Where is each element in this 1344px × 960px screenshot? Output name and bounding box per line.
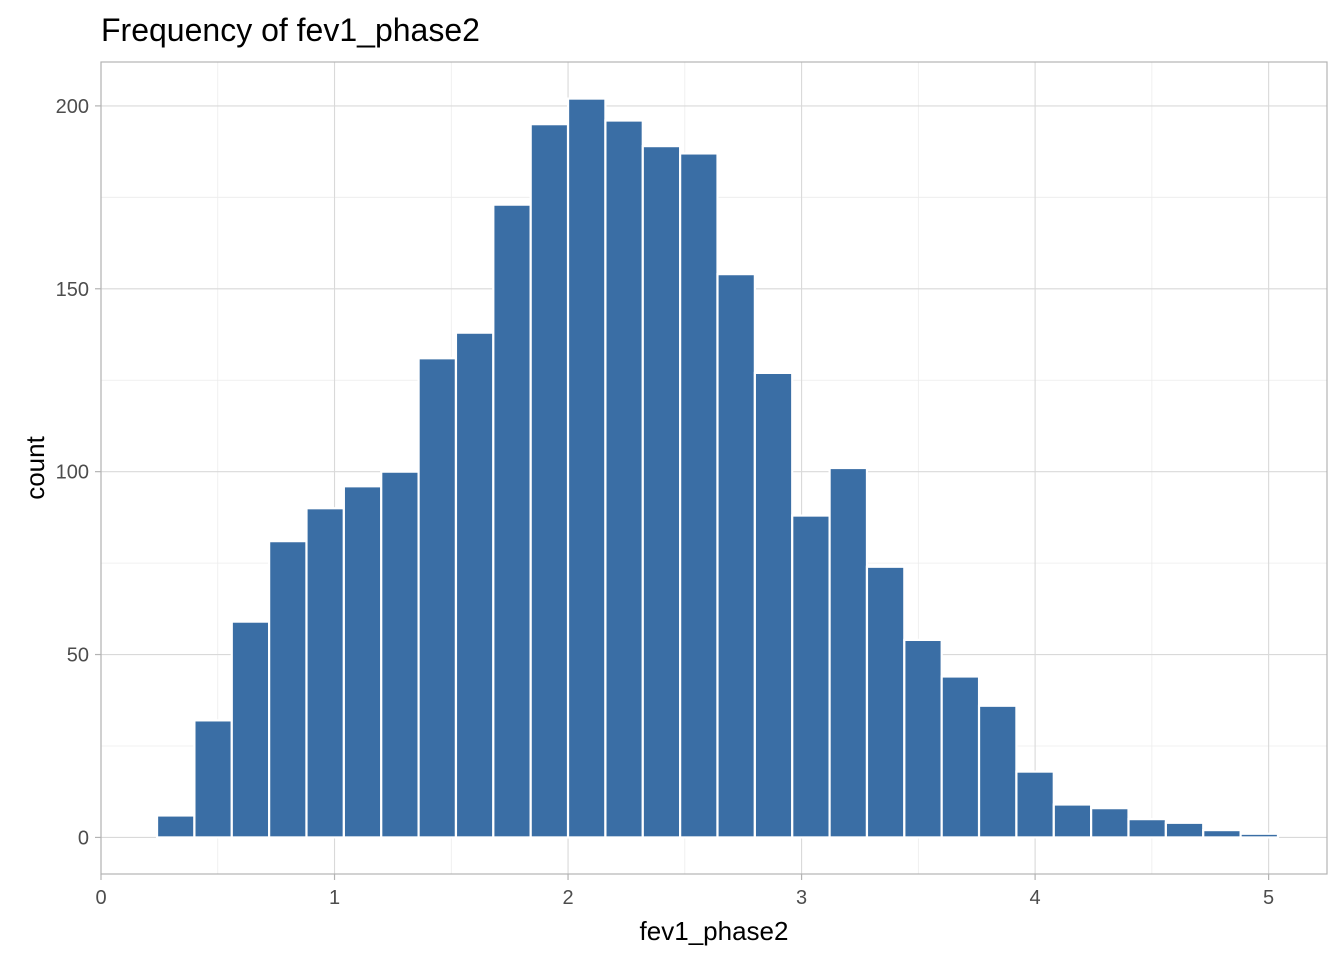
histogram-bar — [566, 97, 607, 839]
histogram-bar — [155, 814, 196, 839]
x-tick-label: 1 — [329, 887, 340, 909]
histogram-bar — [305, 507, 345, 839]
y-tick-label: 0 — [78, 827, 89, 849]
histogram-bar — [268, 540, 308, 839]
histogram-bar — [753, 371, 794, 839]
y-tick-label: 150 — [56, 279, 89, 301]
x-tick-label: 5 — [1263, 887, 1274, 909]
chart-title: Frequency of fev1_phase2 — [101, 12, 480, 48]
x-tick-label: 0 — [95, 887, 106, 909]
histogram-bar — [828, 466, 869, 839]
histogram-bar — [716, 273, 756, 839]
histogram-bar — [230, 620, 271, 839]
histogram-bar — [940, 675, 981, 839]
y-axis-ticks — [95, 105, 101, 839]
x-tick-label: 4 — [1030, 887, 1041, 909]
histogram-bar — [791, 514, 831, 839]
x-axis-tick-labels: 0 1 2 3 4 5 — [95, 887, 1274, 909]
histogram-bar — [865, 565, 906, 839]
x-tick-label: 2 — [562, 887, 573, 909]
histogram-bar — [679, 152, 719, 839]
x-axis-ticks — [100, 874, 1270, 880]
histogram-bar — [604, 119, 644, 839]
histogram-bar — [1090, 807, 1130, 839]
histogram-bars — [155, 97, 1280, 839]
histogram-bar — [1052, 803, 1093, 839]
histogram-bar — [342, 485, 383, 839]
histogram-bar — [529, 123, 570, 839]
histogram-bar — [193, 719, 233, 839]
histogram-bar — [417, 357, 458, 839]
histogram-bar — [1127, 818, 1167, 839]
histogram-bar — [641, 145, 682, 839]
y-tick-label: 50 — [67, 645, 89, 667]
histogram-bar — [903, 638, 943, 839]
histogram-bar — [1202, 829, 1242, 839]
x-axis-title: fev1_phase2 — [640, 916, 789, 946]
y-tick-label: 100 — [56, 462, 89, 484]
histogram-bar — [1164, 821, 1205, 839]
histogram-bar — [454, 331, 495, 839]
y-axis-title: count — [20, 435, 50, 499]
histogram-bar — [380, 470, 420, 839]
histogram-bar — [1239, 832, 1280, 839]
plot-panel-border — [100, 61, 1328, 875]
histogram-bar — [492, 203, 532, 839]
y-tick-label: 200 — [56, 96, 89, 118]
histogram-bar — [1015, 770, 1055, 839]
histogram-bar — [977, 704, 1018, 839]
x-tick-label: 3 — [796, 887, 807, 909]
y-axis-tick-labels: 0 50 100 150 200 — [56, 96, 89, 850]
